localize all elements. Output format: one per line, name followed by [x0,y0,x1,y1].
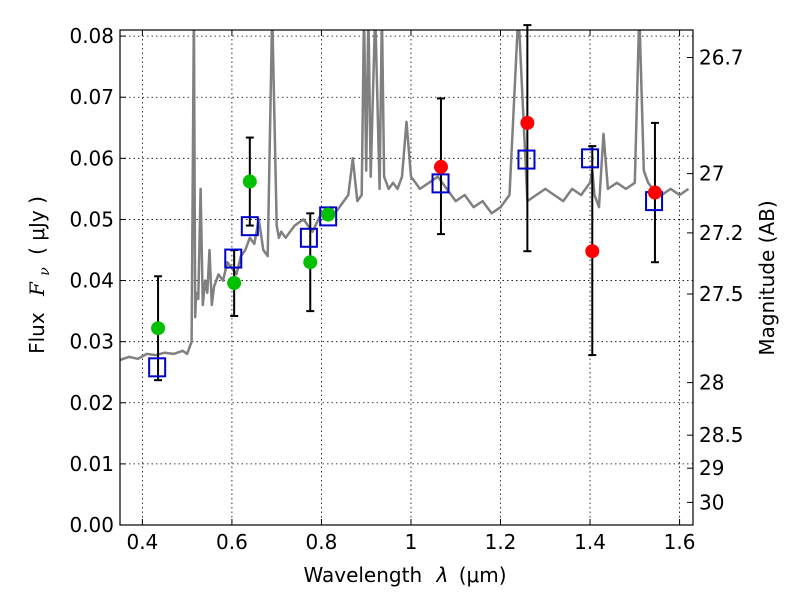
y-tick-label: 0.06 [69,146,114,170]
x-tick-label: 1.4 [574,530,606,554]
axis-ticks: 0.4 0.6 0.8 1 1.2 1.4 1.6 0.00 0.01 0.02 0.03 0.04 0… [69,24,743,554]
data-point [321,207,336,222]
grid-lines [120,30,693,526]
right-tick-label: 26.7 [699,46,744,70]
model-square [581,148,600,169]
x-tick-label: 1.6 [664,530,696,554]
data-point [151,321,166,336]
model-square [224,248,243,269]
x-tick-label: 1 [405,530,418,554]
right-tick-label: 27.5 [699,282,744,306]
plot-frame [119,29,694,526]
y-axis-label: Flux F ν ( μJy ) [25,196,54,354]
right-tick-label: 28 [699,371,724,395]
x-axis-label-units: (μm) [459,563,507,587]
data-point [242,174,257,189]
model-square [517,149,536,170]
error-bars [154,24,659,382]
x-axis-label-text: Wavelength [303,563,422,587]
model-photometry-series [148,148,664,378]
right-tick-label: 27 [699,162,724,186]
right-tick-label: 29 [699,456,724,480]
y-axis-label-units: ( μJy ) [25,196,49,255]
right-axis-label: Magnitude (AB) [755,200,779,355]
model-square [240,216,259,237]
y-axis-label-subscript: ν [37,267,53,276]
data-point [585,244,600,259]
y-tick-label: 0.03 [69,330,114,354]
x-tick-label: 0.6 [216,530,248,554]
x-tick-label: 1.2 [485,530,517,554]
right-tick-label: 30 [699,490,724,514]
x-axis-label-symbol: λ [436,563,449,587]
y-tick-label: 0.04 [69,269,114,293]
right-tick-label: 28.5 [699,423,744,447]
model-square [319,206,338,227]
y-tick-label: 0.08 [69,24,114,48]
x-tick-label: 0.4 [126,530,158,554]
spectrum-series [120,30,690,362]
data-point [303,255,318,270]
model-square [299,227,318,248]
y-axis-label-text: Flux [25,312,49,354]
y-tick-label: 0.01 [69,452,114,476]
y-axis-label-symbol: F [25,281,49,297]
spectrum-line [120,30,690,362]
model-square [431,173,450,194]
data-point [647,185,662,200]
y-tick-label: 0.05 [69,207,114,231]
photometry-points [151,115,662,336]
y-tick-label: 0.02 [69,391,114,415]
y-tick-label: 0.07 [69,85,114,109]
model-square [148,357,167,378]
right-tick-label: 27.2 [699,221,744,245]
y-tick-label: 0.00 [69,513,114,537]
x-tick-label: 0.8 [306,530,338,554]
data-point [520,115,535,130]
x-axis-label: Wavelength λ (μm) [303,563,506,587]
data-point [227,276,242,290]
data-point [433,159,448,174]
